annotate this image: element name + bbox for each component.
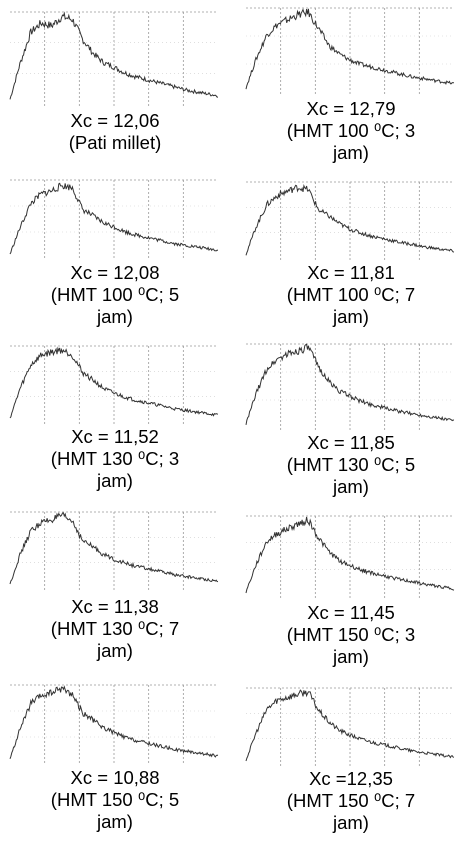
panel-caption: Xc = 11,38 (HMT 130 ⁰C; 7 jam) (10, 596, 220, 662)
panel-caption: Xc = 11,85 (HMT 130 ⁰C; 5 jam) (246, 432, 456, 498)
xc-value: Xc = 12,08 (70, 262, 160, 283)
xrd-plot-7 (9, 511, 219, 590)
diffraction-trace (9, 512, 219, 585)
sample-label-cont: jam) (97, 640, 133, 661)
xc-value: Xc = 12,06 (70, 110, 160, 131)
xc-value: Xc = 11,38 (71, 596, 159, 617)
panel-caption: Xc = 11,52 (HMT 130 ⁰C; 3 jam) (10, 426, 220, 492)
diffraction-trace (245, 516, 455, 594)
xc-value: Xc = 10,88 (70, 767, 160, 788)
sample-label: (HMT 150 ⁰C; 5 (50, 789, 180, 810)
sample-label: (HMT 130 ⁰C; 5 (286, 454, 416, 475)
sample-label-cont: jam) (97, 306, 133, 327)
diffraction-trace (9, 11, 218, 100)
panel-caption: Xc = 12,08 (HMT 100 ⁰C; 5 jam) (10, 262, 220, 328)
diffraction-trace (9, 346, 219, 419)
sample-label-cont: jam) (97, 470, 133, 491)
diffraction-trace (245, 184, 455, 256)
panel-caption: Xc = 11,45 (HMT 150 ⁰C; 3 jam) (246, 602, 456, 668)
diffraction-trace (245, 8, 455, 90)
panel-caption: Xc =12,35 (HMT 150 ⁰C; 7 jam) (246, 768, 456, 834)
xc-value: Xc = 12,79 (306, 98, 396, 119)
xc-value: Xc = 11,81 (307, 262, 395, 283)
xc-value: Xc =12,35 (309, 768, 393, 789)
xrd-plot-5 (9, 345, 219, 424)
sample-label-cont: jam) (97, 811, 133, 832)
xrd-plot-1 (9, 11, 218, 106)
xrd-plot-4 (245, 181, 455, 260)
xrd-plot-9 (9, 684, 219, 765)
panel-caption: Xc = 11,81 (HMT 100 ⁰C; 7 jam) (246, 262, 456, 328)
panel-caption: Xc = 10,88 (HMT 150 ⁰C; 5 jam) (10, 767, 220, 833)
diffraction-trace (9, 685, 219, 759)
panel-caption: Xc = 12,06 (Pati millet) (10, 110, 220, 154)
sample-label: (HMT 150 ⁰C; 3 (286, 624, 416, 645)
diffraction-trace (245, 343, 455, 425)
panel-caption: Xc = 12,79 (HMT 100 ⁰C; 3 jam) (246, 98, 456, 164)
sample-label-cont: jam) (333, 306, 369, 327)
sample-label-cont: jam) (333, 646, 369, 667)
xc-value: Xc = 11,85 (307, 432, 395, 453)
sample-label: (HMT 130 ⁰C; 3 (50, 448, 180, 469)
sample-label-cont: jam) (333, 812, 369, 833)
sample-label: (HMT 130 ⁰C; 7 (50, 618, 180, 639)
xc-value: Xc = 11,45 (307, 602, 395, 623)
xrd-plot-10 (245, 687, 455, 766)
diffraction-trace (245, 689, 455, 762)
sample-label: (HMT 100 ⁰C; 7 (286, 284, 416, 305)
sample-label: (HMT 150 ⁰C; 7 (286, 790, 416, 811)
sample-label: (Pati millet) (68, 132, 162, 153)
xc-value: Xc = 11,52 (71, 426, 159, 447)
sample-label: (HMT 100 ⁰C; 3 (286, 120, 416, 141)
xrd-plot-6 (245, 343, 455, 430)
sample-label-cont: jam) (333, 142, 369, 163)
xrd-plot-3 (9, 179, 219, 260)
sample-label: (HMT 100 ⁰C; 5 (50, 284, 180, 305)
diffraction-trace (9, 182, 219, 255)
xrd-plot-2 (245, 7, 455, 94)
xrd-plot-8 (245, 515, 455, 598)
sample-label-cont: jam) (333, 476, 369, 497)
